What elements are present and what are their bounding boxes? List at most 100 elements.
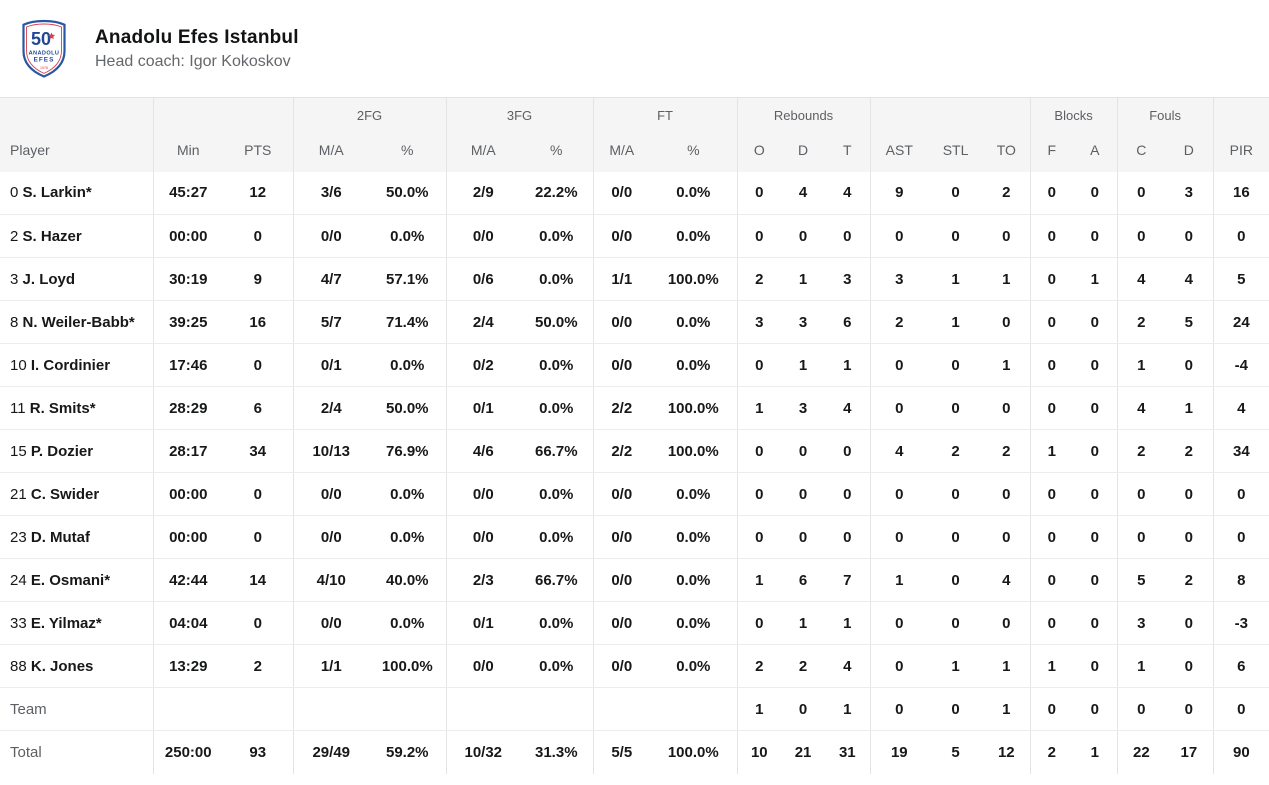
- stat-cell: 0: [1165, 472, 1214, 516]
- stat-cell: 0: [870, 515, 929, 559]
- stat-cell: 0: [1030, 171, 1074, 215]
- player-cell: 23 D. Mutaf: [0, 515, 154, 559]
- stat-cell: 0: [781, 429, 826, 473]
- player-number: 33: [10, 614, 27, 632]
- logo-number: 50: [31, 29, 51, 49]
- stat-cell: 4: [1213, 386, 1269, 430]
- stat-cell: 0/1: [446, 386, 521, 430]
- group-header-spacer: [0, 97, 154, 128]
- player-number: 8: [10, 313, 19, 331]
- player-cell: 11 R. Smits*: [0, 386, 154, 430]
- stat-cell: 93: [223, 730, 294, 774]
- player-row[interactable]: 0 S. Larkin* 45:27 12 3/6 50.0% 2/9 22.2% 0/0 0.…: [0, 171, 1269, 215]
- player-row[interactable]: 11 R. Smits* 28:29 6 2/4 50.0% 0/1 0.0% 2/2 100.…: [0, 386, 1269, 430]
- stat-cell: 0: [1213, 687, 1269, 731]
- stat-cell: 10/32: [464, 743, 503, 761]
- stat-cell: 5: [1165, 300, 1214, 344]
- stat-cell: 0: [223, 214, 294, 258]
- stat-cell: 6: [1213, 644, 1269, 688]
- player-row[interactable]: 24 E. Osmani* 42:44 14 4/10 40.0% 2/3 66.7% 0/0…: [0, 558, 1269, 602]
- column-header-ast: AST: [870, 127, 929, 172]
- column-header-t: T: [825, 127, 871, 172]
- player-row[interactable]: 33 E. Yilmaz* 04:04 0 0/0 0.0% 0/1 0.0% 0/0 0.0%…: [0, 601, 1269, 645]
- stat-cell: 17: [1165, 730, 1214, 774]
- player-name: E. Yilmaz*: [30, 614, 102, 632]
- stat-cell: 21: [794, 743, 812, 761]
- stat-cell: 66.7%: [520, 429, 594, 473]
- stat-cell: [446, 687, 521, 731]
- stat-cell: 0: [1030, 386, 1074, 430]
- stat-cell: 0: [1030, 601, 1074, 645]
- column-header-o: O: [737, 127, 782, 172]
- player-row[interactable]: 2 S. Hazer 00:00 0 0/0 0.0% 0/0 0.0% 0/0 0.0% 0 0 0…: [0, 214, 1269, 258]
- stat-cell: 0: [870, 472, 929, 516]
- stat-cell: -4: [1213, 343, 1269, 387]
- stat-cell: 10: [750, 743, 768, 761]
- player-row[interactable]: 15 P. Dozier 28:17 34 10/13 76.9% 4/6 66.7% 2/2…: [0, 429, 1269, 473]
- stat-cell: 0: [983, 386, 1031, 430]
- stat-cell: 0: [870, 644, 929, 688]
- stat-cell: 0/0: [446, 472, 521, 516]
- stat-cell: 2: [928, 429, 984, 473]
- stat-cell: 1: [737, 687, 782, 731]
- player-row[interactable]: 8 N. Weiler-Babb* 39:25 16 5/7 71.4% 2/4 50.0%…: [0, 300, 1269, 344]
- stat-cell: 31: [825, 730, 871, 774]
- stat-cell: 2: [223, 644, 294, 688]
- stat-cell: 0: [737, 515, 782, 559]
- stat-cell: 0.0%: [650, 601, 738, 645]
- stat-cell: 0: [825, 214, 871, 258]
- stat-cell: 0: [928, 687, 984, 731]
- stat-cell: 00:00: [153, 472, 223, 516]
- stat-cell: 3: [1117, 601, 1166, 645]
- stat-cell: 1/1: [593, 257, 651, 301]
- stat-cell: 0/2: [446, 343, 521, 387]
- stat-cell: 0: [983, 214, 1031, 258]
- logo-word-efes: EFES: [34, 56, 55, 63]
- stat-cell: 16: [1213, 171, 1269, 215]
- stat-cell: 14: [223, 558, 294, 602]
- stat-cell: 0/0: [446, 214, 521, 258]
- stat-cell: 40.0%: [369, 558, 447, 602]
- stat-cell: 0: [928, 472, 984, 516]
- stat-cell: 0: [1030, 472, 1074, 516]
- stat-cell: 0: [1073, 472, 1118, 516]
- stat-cell: 4: [825, 644, 871, 688]
- stat-cell: 4: [781, 171, 826, 215]
- player-row[interactable]: 21 C. Swider 00:00 0 0/0 0.0% 0/0 0.0% 0/0 0.0% 0…: [0, 472, 1269, 516]
- stat-cell: 0/0: [293, 601, 369, 645]
- stat-cell: 3: [1165, 171, 1214, 215]
- stat-cell: 0.0%: [650, 171, 738, 215]
- stat-cell: 0.0%: [650, 558, 738, 602]
- player-row[interactable]: 3 J. Loyd 30:19 9 4/7 57.1% 0/6 0.0% 1/1 100.0% 2…: [0, 257, 1269, 301]
- team-header: 50 ANADOLU EFES 1976 Anadolu Efes Istanb…: [0, 0, 1269, 97]
- stat-cell: 1: [737, 386, 782, 430]
- stat-cell: 42:44: [153, 558, 223, 602]
- player-name: N. Weiler-Babb*: [22, 313, 135, 331]
- column-header-d: D: [1165, 127, 1214, 172]
- stat-cell: 0/0: [293, 515, 369, 559]
- group-header-ft: FT: [593, 97, 738, 128]
- stat-cell: 0: [1030, 515, 1074, 559]
- player-row[interactable]: 88 K. Jones 13:29 2 1/1 100.0% 0/0 0.0% 0/0 0.0%…: [0, 644, 1269, 688]
- player-number: 88: [10, 657, 27, 675]
- stat-cell: 0: [737, 429, 782, 473]
- stat-cell: 2/4: [293, 386, 369, 430]
- stat-cell: 0: [737, 171, 782, 215]
- stat-cell: 0: [1165, 214, 1214, 258]
- stat-cell: 1: [781, 601, 826, 645]
- player-row[interactable]: 10 I. Cordinier 17:46 0 0/1 0.0% 0/2 0.0% 0/0 0.…: [0, 343, 1269, 387]
- stat-cell: 3/6: [293, 171, 369, 215]
- stat-cell: 0: [1030, 214, 1074, 258]
- stat-cell: 0: [781, 472, 826, 516]
- stat-cell: 2: [1165, 429, 1214, 473]
- stat-cell: 0: [1165, 644, 1214, 688]
- group-header-spacer: [870, 97, 1031, 128]
- stat-cell: 34: [223, 429, 294, 473]
- stat-cell: 6: [781, 558, 826, 602]
- player-row[interactable]: 23 D. Mutaf 00:00 0 0/0 0.0% 0/0 0.0% 0/0 0.0% 0 0…: [0, 515, 1269, 559]
- box-score-table: 2FG 3FG FT Rebounds Blocks Fouls Player Min PTS…: [0, 97, 1269, 774]
- stat-cell: 0: [737, 343, 782, 387]
- stat-cell: 0/1: [293, 343, 369, 387]
- stat-cell: 0: [928, 558, 984, 602]
- stat-cell: 1: [781, 343, 826, 387]
